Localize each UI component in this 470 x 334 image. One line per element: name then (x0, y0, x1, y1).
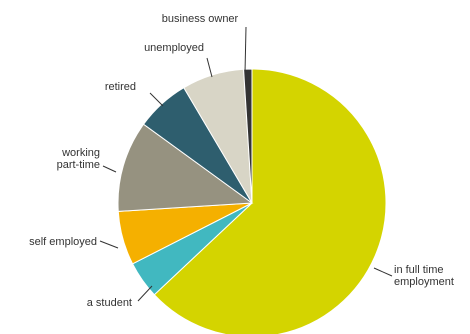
leader-line-self-employed (99, 240, 119, 249)
pie-slice-business-owner (243, 68, 253, 204)
label-unemployed: unemployed (144, 42, 204, 54)
label-working-part-time: working part-time (56, 147, 100, 171)
leader-line-working-part-time (102, 165, 117, 173)
label-self-employed: self employed (29, 236, 97, 248)
leader-line-a-student (137, 285, 153, 302)
label-a-student: a student (86, 297, 132, 309)
label-business-owner: business owner (161, 13, 239, 25)
leader-line-retired (149, 92, 164, 107)
label-in-full-time-employment: in full time employment (394, 264, 454, 288)
leader-line-in-full-time-employment (373, 267, 393, 277)
pie-slice-in-full-time-employment (153, 68, 387, 334)
leader-line-business-owner (244, 26, 247, 74)
label-retired: retired (104, 81, 136, 93)
leader-line-unemployed (206, 57, 213, 78)
pie-slice-working-part-time (117, 123, 254, 212)
